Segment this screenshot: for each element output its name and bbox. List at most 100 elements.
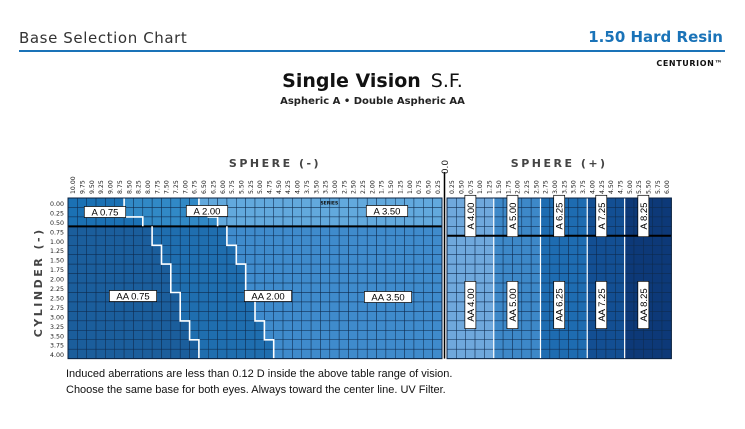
chart-cell xyxy=(133,197,144,208)
chart-cell xyxy=(521,197,532,208)
chart-cell xyxy=(282,301,293,312)
chart-cell xyxy=(264,311,274,322)
sphere-plus-tick: 5.50 xyxy=(646,180,653,194)
chart-cell xyxy=(95,311,106,322)
chart-cell xyxy=(217,273,228,284)
chart-cell xyxy=(395,339,405,350)
chart-cell xyxy=(423,216,433,227)
chart-cell xyxy=(512,254,523,265)
chart-cell xyxy=(624,301,635,312)
chart-cell xyxy=(133,207,144,218)
chart-cell xyxy=(456,282,466,293)
chart-cell xyxy=(282,235,293,246)
chart-cell xyxy=(624,330,635,340)
chart-cell xyxy=(198,245,209,255)
chart-cell xyxy=(320,263,331,274)
chart-cell xyxy=(301,245,312,255)
chart-cell xyxy=(376,235,387,246)
chart-cell xyxy=(208,216,218,227)
chart-cell xyxy=(413,282,424,293)
chart-cell xyxy=(446,273,457,284)
chart-cell xyxy=(493,320,504,331)
chart-cell xyxy=(189,254,200,265)
chart-cell xyxy=(170,273,181,284)
chart-cell xyxy=(105,226,116,237)
chart-cell xyxy=(67,301,78,312)
chart-cell xyxy=(661,320,672,331)
chart-cell xyxy=(86,348,97,359)
chart-cell xyxy=(67,197,78,208)
chart-cell xyxy=(217,292,228,303)
sphere-plus-tick: 1.25 xyxy=(487,180,494,194)
chart-cell xyxy=(540,320,551,331)
chart-cell xyxy=(133,263,144,274)
chart-cell xyxy=(226,339,237,350)
chart-cell xyxy=(446,320,457,331)
chart-cell xyxy=(86,292,97,303)
chart-cell xyxy=(502,254,513,265)
chart-cell xyxy=(320,339,331,350)
chart-cell xyxy=(142,330,153,340)
chart-cell xyxy=(558,235,569,246)
chart-cell xyxy=(456,301,466,312)
chart-cell xyxy=(208,226,218,237)
chart-cell xyxy=(161,311,172,322)
chart-cell xyxy=(301,292,312,303)
chart-cell xyxy=(198,226,209,237)
chart-cell xyxy=(521,263,532,274)
chart-cell xyxy=(568,207,579,218)
chart-cell xyxy=(577,320,588,331)
chart-cell xyxy=(423,235,433,246)
chart-cell xyxy=(236,273,246,284)
chart-cell xyxy=(423,197,433,208)
chart-cell xyxy=(292,292,302,303)
chart-cell xyxy=(577,339,588,350)
chart-cell xyxy=(456,292,466,303)
chart-cell xyxy=(179,330,190,340)
chart-cell xyxy=(67,330,78,340)
chart-cell xyxy=(310,311,321,322)
chart-cell xyxy=(179,235,190,246)
chart-cell xyxy=(348,339,359,350)
chart-cell xyxy=(395,273,405,284)
chart-cell xyxy=(77,235,87,246)
chart-cell xyxy=(587,216,597,227)
chart-cell xyxy=(512,263,523,274)
chart-cell xyxy=(484,254,494,265)
chart-cell xyxy=(86,245,97,255)
chart-cell xyxy=(577,245,588,255)
chart-cell xyxy=(198,311,209,322)
sphere-minus-tick: 6.75 xyxy=(192,180,199,194)
sphere-minus-tick: 2.00 xyxy=(369,180,376,194)
chart-cell xyxy=(540,311,551,322)
sphere-plus-tick: 4.25 xyxy=(599,180,606,194)
chart-cell xyxy=(208,320,218,331)
chart-cell xyxy=(413,197,424,208)
chart-cell xyxy=(357,282,368,293)
chart-cell xyxy=(624,282,635,293)
chart-cell xyxy=(615,245,625,255)
center-label: 0.0 xyxy=(441,160,451,175)
chart-cell xyxy=(484,311,494,322)
chart-cell xyxy=(151,301,162,312)
chart-cell xyxy=(198,292,209,303)
chart-cell xyxy=(226,330,237,340)
chart-cell xyxy=(245,197,256,208)
chart-cell xyxy=(114,301,125,312)
chart-cell xyxy=(484,330,494,340)
label-a350: A 3.50 xyxy=(374,207,401,218)
chart-cell xyxy=(338,320,349,331)
chart-cell xyxy=(661,348,672,359)
chart-cell xyxy=(568,292,579,303)
chart-cell xyxy=(310,348,321,359)
chart-cell xyxy=(530,301,541,312)
chart-cell xyxy=(587,226,597,237)
chart-cell xyxy=(587,311,597,322)
chart-cell xyxy=(456,348,466,359)
chart-cell xyxy=(217,339,228,350)
chart-cell xyxy=(423,292,433,303)
chart-cell xyxy=(446,348,457,359)
chart-cell xyxy=(587,254,597,265)
chart-cell xyxy=(133,254,144,265)
chart-cell xyxy=(432,348,443,359)
